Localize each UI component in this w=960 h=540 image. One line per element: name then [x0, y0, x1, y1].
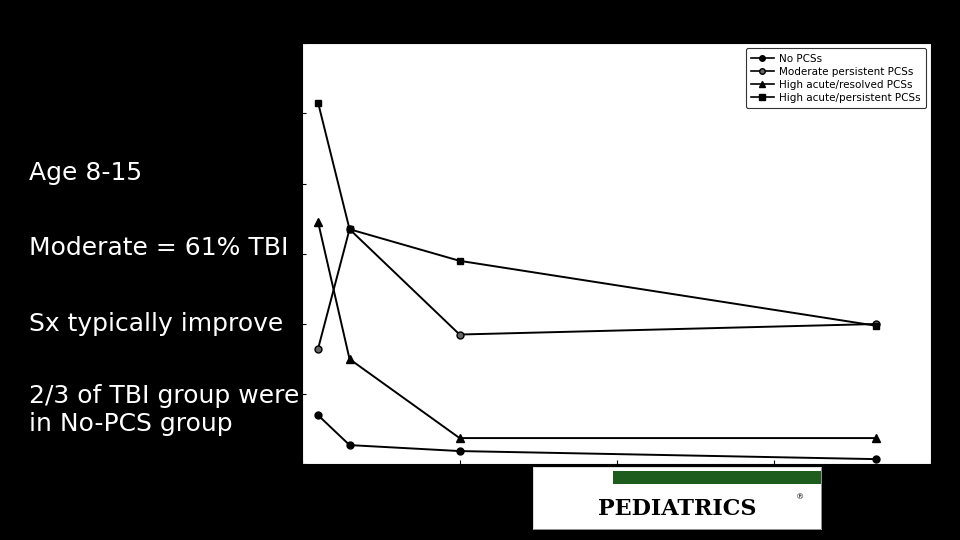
- X-axis label: Days after injury: Days after injury: [564, 485, 669, 498]
- Text: Sx typically improve: Sx typically improve: [29, 312, 283, 336]
- Legend: No PCSs, Moderate persistent PCSs, High acute/resolved PCSs, High acute/persiste: No PCSs, Moderate persistent PCSs, High …: [746, 49, 926, 108]
- Text: Age 8-15: Age 8-15: [29, 161, 142, 185]
- Text: Moderate = 61% TBI: Moderate = 61% TBI: [29, 237, 288, 260]
- Text: ®: ®: [796, 493, 804, 501]
- Text: 2/3 of TBI group were
in No-PCS group: 2/3 of TBI group were in No-PCS group: [29, 384, 300, 436]
- Bar: [613, 471, 821, 484]
- Y-axis label: No. of new PCSs: No. of new PCSs: [265, 203, 277, 305]
- Text: PEDIATRICS: PEDIATRICS: [597, 498, 756, 521]
